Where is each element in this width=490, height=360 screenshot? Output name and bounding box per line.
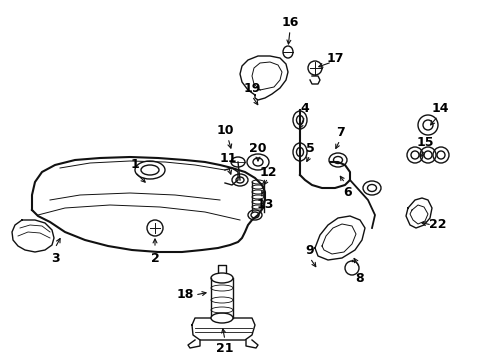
Polygon shape [240, 56, 288, 100]
Text: 8: 8 [356, 271, 364, 284]
Polygon shape [315, 216, 365, 260]
Text: 17: 17 [326, 51, 344, 64]
Text: 22: 22 [429, 219, 447, 231]
Text: 4: 4 [301, 102, 309, 114]
Text: 16: 16 [281, 15, 299, 28]
Text: 11: 11 [219, 152, 237, 165]
Ellipse shape [211, 273, 233, 283]
Text: 3: 3 [50, 252, 59, 265]
Text: 13: 13 [256, 198, 274, 211]
Polygon shape [252, 62, 282, 90]
Ellipse shape [211, 313, 233, 323]
Text: 6: 6 [343, 185, 352, 198]
Text: 12: 12 [259, 166, 277, 179]
Text: 19: 19 [244, 81, 261, 94]
Text: 21: 21 [216, 342, 234, 355]
Text: 2: 2 [150, 252, 159, 265]
Polygon shape [12, 220, 54, 252]
Polygon shape [32, 157, 265, 252]
Text: 14: 14 [431, 102, 449, 114]
Text: 15: 15 [416, 135, 434, 148]
Text: 9: 9 [306, 243, 314, 256]
Text: 5: 5 [306, 141, 315, 154]
Text: 10: 10 [216, 123, 234, 136]
Text: 18: 18 [176, 288, 194, 302]
Text: 20: 20 [249, 141, 267, 154]
Polygon shape [322, 224, 356, 254]
Text: 7: 7 [336, 126, 344, 139]
Text: 1: 1 [131, 158, 139, 171]
Polygon shape [192, 318, 255, 340]
Polygon shape [406, 198, 432, 228]
Polygon shape [410, 205, 428, 224]
